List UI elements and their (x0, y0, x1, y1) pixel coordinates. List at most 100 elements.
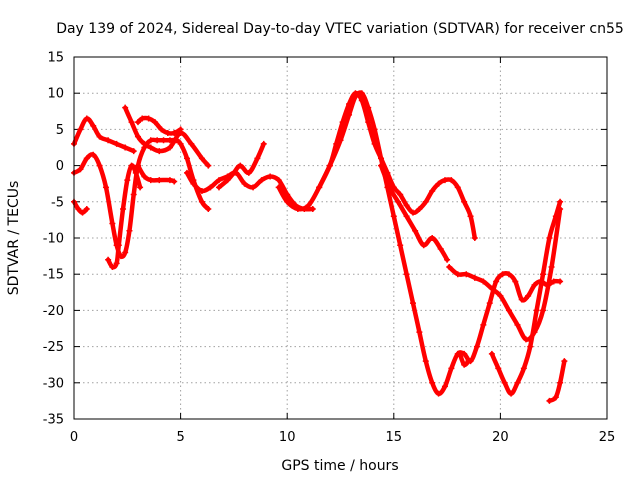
series-track-11-markers (316, 90, 564, 397)
data-point-marker (132, 169, 139, 176)
data-point-marker (260, 140, 267, 147)
data-point-marker (346, 111, 353, 118)
data-point-marker (326, 162, 333, 169)
data-point-marker (198, 187, 205, 194)
data-point-marker (446, 263, 453, 270)
data-point-marker (90, 122, 97, 129)
data-point-marker (250, 184, 257, 191)
data-point-marker (154, 137, 161, 144)
data-point-marker (254, 155, 261, 162)
data-point-marker (435, 390, 442, 397)
data-point-marker (158, 126, 165, 133)
data-point-marker (130, 191, 137, 198)
data-point-marker (505, 307, 512, 314)
data-point-marker (386, 184, 393, 191)
data-point-marker (557, 198, 564, 205)
data-point-marker (166, 137, 173, 144)
data-point-marker (115, 242, 122, 249)
data-point-marker (395, 198, 402, 205)
x-tick-label: 0 (70, 430, 78, 445)
data-point-marker (275, 177, 282, 184)
data-point-marker (190, 180, 197, 187)
data-point-marker (454, 271, 461, 278)
data-point-marker (365, 119, 372, 126)
data-point-marker (416, 329, 423, 336)
data-point-marker (454, 184, 461, 191)
data-point-marker (109, 263, 116, 270)
series-track-5-markers (122, 104, 212, 169)
data-point-marker (514, 379, 521, 386)
data-point-marker (471, 274, 478, 281)
y-tick-label: 15 (47, 51, 64, 66)
data-point-marker (207, 184, 214, 191)
data-point-marker (267, 173, 274, 180)
data-point-marker (79, 209, 86, 216)
data-point-marker (164, 130, 171, 137)
data-point-marker (486, 300, 493, 307)
data-point-marker (420, 242, 427, 249)
chart-title: Day 139 of 2024, Sidereal Day-to-day VTE… (56, 21, 624, 37)
data-point-marker (463, 271, 470, 278)
data-point-marker (518, 296, 525, 303)
y-tick-label: -20 (43, 304, 64, 319)
data-point-marker (497, 292, 504, 299)
data-point-marker (130, 148, 137, 155)
data-point-marker (533, 307, 540, 314)
data-point-marker (540, 271, 547, 278)
data-point-marker (508, 390, 515, 397)
series-track-16-markers (546, 358, 568, 404)
x-axis-label: GPS time / hours (281, 458, 398, 474)
data-point-marker (429, 235, 436, 241)
x-tick-label: 15 (386, 430, 403, 445)
plot-frame (73, 56, 608, 420)
data-point-marker (258, 177, 265, 184)
series-track-4-markers (105, 162, 144, 270)
data-point-marker (109, 220, 116, 227)
data-point-marker (429, 379, 436, 386)
series-track-14-markers (456, 350, 472, 368)
data-point-marker (96, 133, 103, 140)
data-point-marker (171, 178, 178, 185)
data-point-marker (122, 249, 129, 256)
data-point-marker (552, 213, 559, 220)
data-point-marker (316, 184, 323, 191)
data-point-marker (461, 198, 468, 205)
series-track-9-markers (215, 140, 267, 191)
data-point-marker (550, 278, 557, 285)
data-point-marker (371, 126, 378, 133)
data-point-marker (83, 115, 90, 122)
data-point-marker (561, 358, 568, 365)
data-point-marker (480, 278, 487, 285)
x-tick-label: 20 (492, 430, 509, 445)
series-track-16 (547, 358, 567, 404)
data-point-marker (77, 126, 84, 133)
data-point-marker (126, 227, 133, 234)
data-point-marker (390, 213, 397, 220)
y-tick-label: 5 (56, 123, 64, 138)
data-point-marker (403, 271, 410, 278)
series-track-8 (184, 170, 316, 212)
data-point-marker (448, 365, 455, 372)
x-tick-label: 25 (599, 430, 616, 445)
data-point-marker (488, 285, 495, 292)
data-point-marker (122, 104, 129, 111)
data-point-marker (527, 343, 534, 350)
data-point-marker (156, 148, 163, 155)
data-point-marker (397, 191, 404, 198)
y-tick-label: -5 (51, 195, 64, 210)
data-point-marker (145, 115, 152, 122)
data-point-marker (512, 278, 519, 285)
data-point-marker (546, 235, 553, 241)
data-point-marker (480, 321, 487, 328)
data-point-marker (493, 278, 500, 285)
data-point-marker (147, 137, 154, 144)
data-point-marker (102, 184, 109, 191)
x-tick-label: 5 (176, 430, 184, 445)
data-point-marker (365, 104, 372, 111)
data-point-marker (183, 155, 190, 162)
data-point-marker (337, 137, 344, 144)
data-point-marker (171, 130, 178, 137)
data-point-marker (215, 184, 222, 191)
data-point-marker (113, 260, 120, 267)
data-point-marker (205, 162, 212, 169)
